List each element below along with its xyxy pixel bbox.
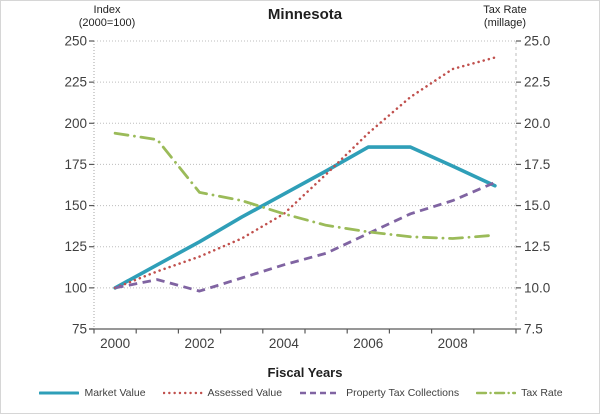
legend-swatch-tax-rate (476, 391, 517, 395)
chart-canvas: 250 225 200 175 150 125 100 75 25.0 22.5 20.0 17.5 1… (64, 34, 550, 352)
chart-legend: Market Value Assessed Value Property Tax… (1, 387, 599, 399)
y-axis-left-tick-label: 125 (64, 239, 87, 254)
y-axis-right-tick-label: 20.0 (524, 116, 550, 131)
series-line-tax-rate (113, 131, 497, 240)
legend-label-property-tax-collections: Property Tax Collections (346, 387, 460, 399)
legend-label-assessed-value: Assessed Value (207, 387, 283, 399)
chart-title: Minnesota (267, 6, 343, 23)
y-axis-left-tick-label: 100 (64, 280, 87, 295)
series-line-assessed-value (113, 56, 497, 290)
left-axis-header: Index (2000=100) (78, 4, 136, 29)
series-line-property-tax-collections (114, 181, 496, 293)
y-axis-left-tick-label: 175 (64, 157, 87, 172)
legend-swatch-assessed-value (162, 391, 203, 395)
y-axis-left-tick-label: 75 (72, 322, 87, 337)
legend-swatch-property-tax-collections (300, 391, 341, 395)
legend-item-property-tax-collections: Property Tax Collections (299, 387, 459, 399)
y-axis-left-tick-label: 200 (64, 116, 87, 131)
x-axis-tick-label: 2002 (184, 336, 214, 351)
legend-label-market-value: Market Value (84, 387, 146, 399)
y-axis-right-tick-label: 15.0 (524, 198, 550, 213)
x-axis-title: Fiscal Years (267, 365, 343, 380)
y-axis-right-tick-label: 7.5 (524, 322, 543, 337)
y-axis-right-tick-label: 22.5 (524, 75, 550, 90)
y-axis-right-tick-label: 17.5 (524, 157, 550, 172)
y-axis-right-tick-label: 10.0 (524, 280, 550, 295)
y-axis-left-tick-label: 225 (64, 75, 87, 90)
legend-item-tax-rate: Tax Rate (476, 387, 563, 399)
x-axis-tick-label: 2000 (100, 336, 130, 351)
x-axis-tick-label: 2008 (438, 336, 468, 351)
series-line-market-value (113, 145, 497, 290)
y-axis-right-tick-label: 25.0 (524, 34, 550, 49)
y-axis-left-tick-label: 250 (64, 34, 87, 49)
legend-item-assessed-value: Assessed Value (162, 387, 283, 399)
y-axis-left-tick-label: 150 (64, 198, 87, 213)
x-axis-tick-label: 2004 (269, 336, 300, 351)
legend-swatch-market-value (39, 391, 80, 395)
right-axis-header: Tax Rate (millage) (483, 4, 527, 29)
y-axis-right-tick-label: 12.5 (524, 239, 550, 254)
legend-item-market-value: Market Value (39, 387, 146, 399)
x-axis-tick-label: 2006 (353, 336, 383, 351)
legend-label-tax-rate: Tax Rate (521, 387, 563, 399)
